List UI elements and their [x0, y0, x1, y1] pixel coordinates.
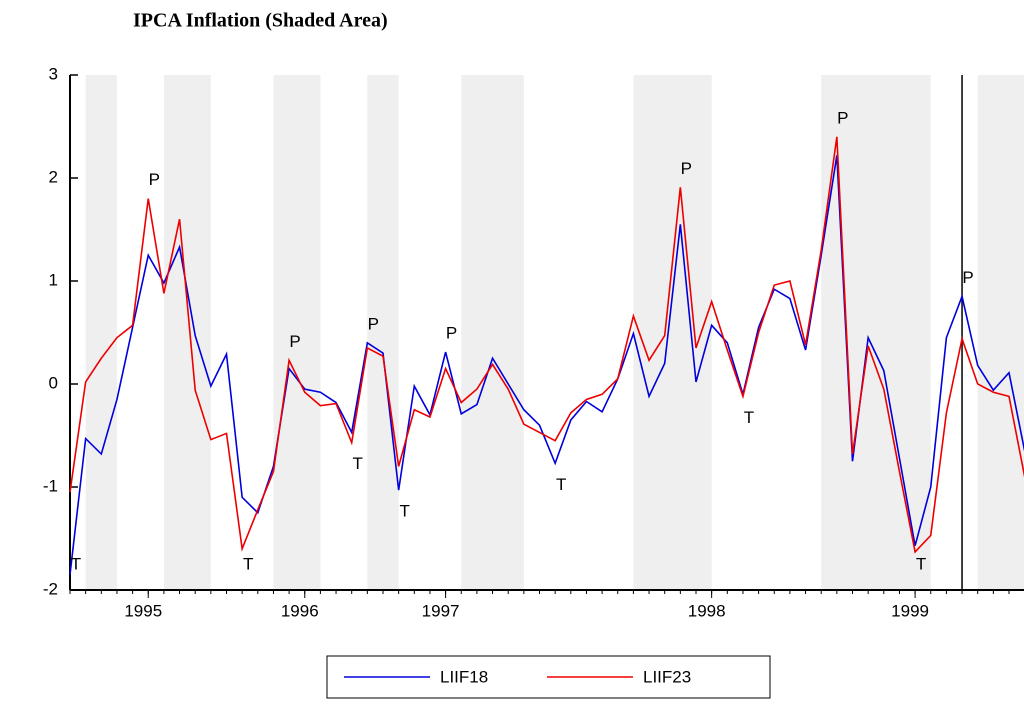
- shaded-area: [163, 75, 211, 590]
- y-tick-label: 1: [49, 270, 58, 289]
- annotation: T: [744, 408, 754, 427]
- shaded-area: [821, 75, 931, 590]
- series-line: [69, 136, 1024, 554]
- y-tick-label: 0: [49, 373, 58, 392]
- annotation: P: [289, 332, 300, 351]
- y-tick-label: -2: [43, 579, 58, 598]
- shaded-area: [85, 75, 117, 590]
- annotation: T: [353, 454, 363, 473]
- annotation: T: [71, 554, 81, 573]
- x-tick-label: 1995: [124, 601, 162, 620]
- legend-label: LIIF23: [643, 667, 691, 686]
- shaded-area: [461, 75, 524, 590]
- y-tick-label: 3: [49, 64, 58, 83]
- annotation: T: [243, 554, 253, 573]
- shaded-area: [633, 75, 712, 590]
- chart-title: IPCA Inflation (Shaded Area): [133, 10, 388, 32]
- annotation: P: [149, 170, 160, 189]
- shaded-area: [367, 75, 399, 590]
- x-tick-label: 1999: [891, 601, 929, 620]
- annotation: T: [916, 554, 926, 573]
- series-line: [69, 155, 1024, 575]
- annotation: P: [681, 159, 692, 178]
- annotation: P: [962, 268, 973, 287]
- annotation: T: [556, 475, 566, 494]
- shaded-area: [977, 75, 1024, 590]
- annotation: P: [368, 314, 379, 333]
- annotation: T: [399, 502, 409, 521]
- legend-label: LIIF18: [440, 667, 488, 686]
- legend: LIIF18 LIIF23: [326, 655, 771, 699]
- x-tick-label: 1996: [281, 601, 319, 620]
- y-tick-label: -1: [43, 476, 58, 495]
- annotation: P: [837, 108, 848, 127]
- x-tick-label: 1998: [688, 601, 726, 620]
- shaded-area: [273, 75, 321, 590]
- annotation: P: [446, 324, 457, 343]
- y-tick-label: 2: [49, 167, 58, 186]
- x-tick-label: 1997: [422, 601, 460, 620]
